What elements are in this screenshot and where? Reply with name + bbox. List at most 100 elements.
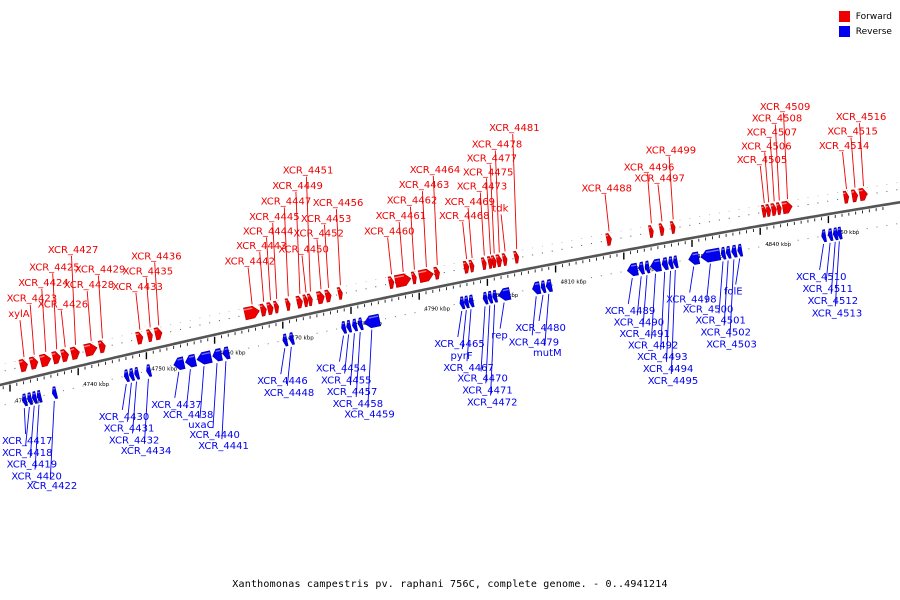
gene-label-xcr_4464[interactable]: XCR_4464 — [410, 165, 461, 176]
gene-arrow-xcr_4465[interactable] — [459, 296, 466, 310]
gene-label-xcr_4420[interactable]: XCR_4420 — [11, 472, 62, 483]
gene-arrow-xcr_4471[interactable] — [487, 290, 494, 304]
gene-arrow-xcr_4422[interactable] — [51, 386, 59, 400]
gene-label-xcr_4489[interactable]: XCR_4489 — [605, 306, 656, 317]
gene-label-xcr_4492[interactable]: XCR_4492 — [628, 341, 679, 352]
gene-arrow-xcr_4448[interactable] — [289, 332, 295, 345]
gene-label-xcr_4502[interactable]: XCR_4502 — [701, 328, 752, 339]
gene-label-xcr_4446[interactable]: XCR_4446 — [257, 376, 308, 387]
gene-arrow-xcr_4440[interactable] — [212, 348, 223, 362]
gene-label-xcr_4465[interactable]: XCR_4465 — [434, 339, 485, 350]
gene-arrow-xcr_4418[interactable] — [27, 392, 34, 406]
gene-label-xcr_4424[interactable]: XCR_4424 — [18, 278, 69, 289]
gene-label-xcr_4509[interactable]: XCR_4509 — [760, 102, 811, 113]
gene-arrow-xcr_4450[interactable] — [302, 294, 309, 308]
gene-arrow-xcr_4419[interactable] — [31, 391, 38, 404]
gene-arrow-xcr_4493[interactable] — [661, 257, 669, 271]
gene-arrow-tdk[interactable] — [501, 253, 508, 266]
gene-label-xcr_4461[interactable]: XCR_4461 — [376, 211, 427, 222]
gene-label-xcr_4447[interactable]: XCR_4447 — [261, 196, 312, 207]
gene-arrow-xcr_4443[interactable] — [259, 303, 267, 317]
gene-arrow-xcr_4438[interactable] — [185, 353, 198, 368]
gene-label-xcr_4479[interactable]: XCR_4479 — [509, 337, 560, 348]
gene-arrow-xyla[interactable] — [18, 358, 28, 373]
gene-label-xcr_4435[interactable]: XCR_4435 — [123, 266, 174, 277]
gene-arrow-xcr_4505[interactable] — [760, 204, 767, 218]
gene-arrow-xcr_4436[interactable] — [153, 327, 163, 341]
gene-label-xcr_4497[interactable]: XCR_4497 — [634, 173, 685, 184]
gene-label-xcr_4473[interactable]: XCR_4473 — [457, 182, 508, 193]
gene-arrow-xcr_4444[interactable] — [266, 302, 274, 316]
gene-arrow-xcr_4472[interactable] — [492, 289, 499, 303]
gene-label-xcr_4459[interactable]: XCR_4459 — [344, 410, 395, 421]
gene-arrow-xcr_4420[interactable] — [36, 389, 43, 403]
gene-arrow-xcr_4429[interactable] — [97, 340, 106, 354]
gene-label-xcr_4436[interactable]: XCR_4436 — [131, 251, 182, 262]
gene-label-xcr_4425[interactable]: XCR_4425 — [29, 262, 80, 273]
gene-arrow-rep[interactable] — [497, 287, 512, 301]
gene-label-xcr_4503[interactable]: XCR_4503 — [706, 339, 757, 350]
gene-label-xcr_4419[interactable]: XCR_4419 — [7, 460, 58, 471]
gene-arrow-xcr_4509[interactable] — [781, 200, 793, 215]
gene-label-xcr_4422[interactable]: XCR_4422 — [27, 481, 78, 492]
gene-arrow-xcr_4512[interactable] — [832, 227, 839, 241]
gene-label-xcr_4442[interactable]: XCR_4442 — [225, 256, 276, 267]
gene-arrow-xcr_4428[interactable] — [83, 342, 98, 357]
gene-label-xcr_4467[interactable]: XCR_4467 — [443, 363, 494, 374]
gene-arrow-xcr_4425[interactable] — [51, 351, 61, 365]
gene-label-xcr_4472[interactable]: XCR_4472 — [467, 398, 518, 409]
gene-label-xcr_4443[interactable]: XCR_4443 — [236, 241, 287, 252]
gene-label-xyla[interactable]: xylA — [8, 309, 30, 320]
gene-arrow-xcr_4511[interactable] — [827, 228, 834, 242]
gene-arrow-xcr_4460[interactable] — [387, 276, 395, 290]
gene-label-xcr_4496[interactable]: XCR_4496 — [624, 162, 675, 173]
gene-arrow-xcr_4462[interactable] — [410, 271, 417, 285]
gene-arrow-xcr_4447[interactable] — [284, 298, 291, 312]
gene-arrow-xcr_4435[interactable] — [146, 329, 153, 343]
gene-label-xcr_4513[interactable]: XCR_4513 — [812, 308, 863, 319]
gene-label-xcr_4460[interactable]: XCR_4460 — [364, 226, 415, 237]
gene-label-xcr_4452[interactable]: XCR_4452 — [293, 228, 344, 239]
gene-label-xcr_4480[interactable]: XCR_4480 — [515, 323, 566, 334]
gene-label-rep[interactable]: rep — [491, 331, 507, 342]
gene-arrow-xcr_4467[interactable] — [468, 294, 475, 308]
gene-label-xcr_4488[interactable]: XCR_4488 — [582, 183, 633, 194]
gene-label-xcr_4438[interactable]: XCR_4438 — [163, 410, 214, 421]
gene-label-xcr_4493[interactable]: XCR_4493 — [637, 352, 688, 363]
gene-arrow-xcr_4437[interactable] — [173, 356, 186, 371]
gene-label-xcr_4456[interactable]: XCR_4456 — [313, 198, 364, 209]
gene-label-xcr_4428[interactable]: XCR_4428 — [64, 280, 115, 291]
gene-arrow-xcr_4488[interactable] — [605, 233, 612, 246]
gene-label-xcr_4499[interactable]: XCR_4499 — [646, 145, 697, 156]
gene-label-xcr_4440[interactable]: XCR_4440 — [189, 430, 240, 441]
gene-label-xcr_4451[interactable]: XCR_4451 — [283, 166, 334, 177]
gene-arrow-xcr_4495[interactable] — [672, 255, 679, 269]
gene-label-xcr_4515[interactable]: XCR_4515 — [827, 127, 878, 138]
gene-label-xcr_4448[interactable]: XCR_4448 — [264, 388, 315, 399]
gene-label-xcr_4457[interactable]: XCR_4457 — [327, 387, 378, 398]
gene-arrow-xcr_4458[interactable] — [357, 317, 364, 331]
gene-label-xcr_4490[interactable]: XCR_4490 — [614, 317, 665, 328]
gene-label-xcr_4455[interactable]: XCR_4455 — [321, 376, 372, 387]
gene-arrow-xcr_4491[interactable] — [644, 260, 651, 274]
gene-label-mutm[interactable]: mutM — [533, 348, 562, 359]
gene-label-xcr_4453[interactable]: XCR_4453 — [301, 214, 352, 225]
gene-label-xcr_4500[interactable]: XCR_4500 — [683, 305, 734, 316]
gene-arrow-xcr_4451[interactable] — [306, 293, 313, 307]
gene-label-xcr_4501[interactable]: XCR_4501 — [695, 315, 746, 326]
gene-arrow-xcr_4432[interactable] — [134, 366, 141, 380]
gene-label-xcr_4475[interactable]: XCR_4475 — [463, 167, 514, 178]
gene-arrow-xcr_4496[interactable] — [648, 225, 654, 238]
gene-arrow-xcr_4424[interactable] — [39, 353, 52, 368]
gene-label-xcr_4468[interactable]: XCR_4468 — [439, 211, 490, 222]
gene-label-xcr_4471[interactable]: XCR_4471 — [462, 385, 513, 396]
gene-label-xcr_4437[interactable]: XCR_4437 — [151, 400, 202, 411]
gene-label-xcr_4434[interactable]: XCR_4434 — [121, 446, 172, 457]
gene-arrow-xcr_4479[interactable] — [532, 281, 542, 295]
gene-arrow-pyrf[interactable] — [463, 295, 470, 309]
gene-label-xcr_4431[interactable]: XCR_4431 — [104, 424, 155, 435]
gene-label-xcr_4463[interactable]: XCR_4463 — [399, 180, 450, 191]
gene-arrow-xcr_4481[interactable] — [513, 250, 520, 264]
gene-label-xcr_4469[interactable]: XCR_4469 — [445, 197, 496, 208]
gene-arrow-xcr_4452[interactable] — [316, 291, 325, 305]
